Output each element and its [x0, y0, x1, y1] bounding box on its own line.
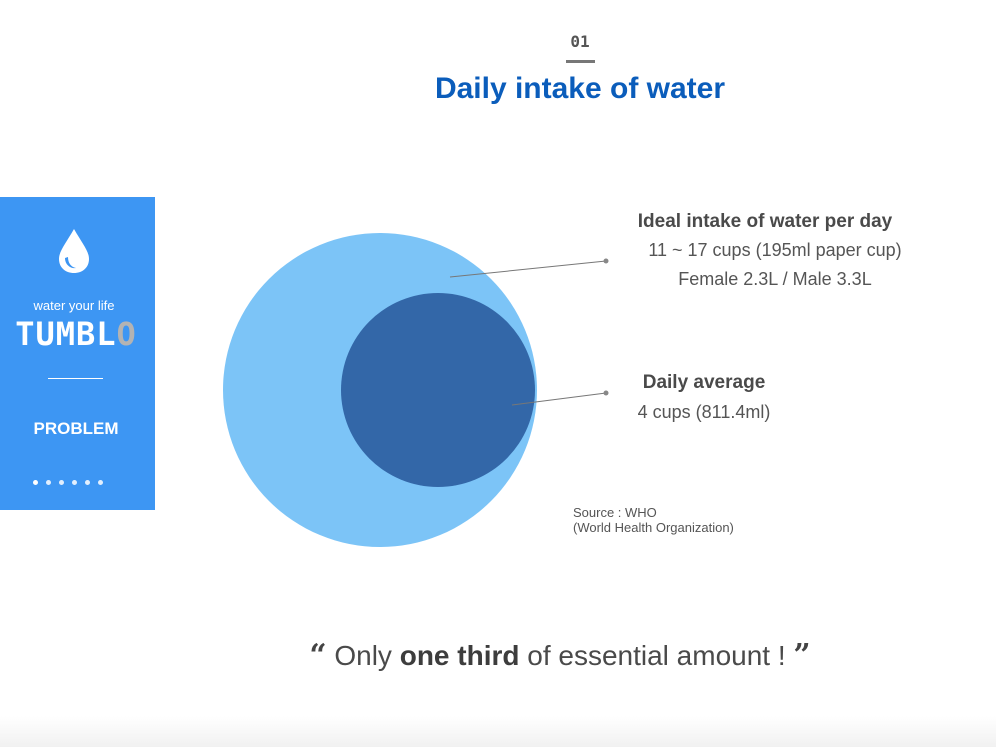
pagination-dot[interactable]	[59, 480, 64, 485]
page-title: Daily intake of water	[434, 72, 726, 105]
daily-average-leader-dot	[603, 390, 609, 396]
daily-average-circle	[341, 293, 535, 487]
open-quote-mark: “	[309, 638, 327, 673]
section-label: PROBLEM	[33, 419, 119, 438]
tagline: water your life	[33, 298, 115, 313]
source-line: Source : WHO	[573, 505, 657, 520]
pagination-dot[interactable]	[98, 480, 103, 485]
ideal-intake-cups: 11 ~ 17 cups (195ml paper cup)	[648, 240, 902, 260]
quote: “ Only one third of essential amount ! ”	[240, 638, 880, 673]
water-drop-icon	[59, 229, 89, 273]
daily-average-value: 4 cups (811.4ml)	[637, 402, 771, 422]
source-note: Source : WHO (World Health Organization)	[573, 505, 734, 535]
daily-average-leader-line	[511, 392, 607, 406]
panel-divider	[48, 378, 103, 379]
pagination-dot[interactable]	[85, 480, 90, 485]
pagination-dot[interactable]	[33, 480, 38, 485]
section-number: 01	[570, 32, 590, 51]
brand-logo-main: TUMBL	[15, 315, 117, 353]
ideal-intake-title: Ideal intake of water per day	[637, 211, 893, 232]
ideal-intake-leader-dot	[603, 258, 609, 264]
pagination-dot[interactable]	[46, 480, 51, 485]
brand-logo-last-letter: O	[116, 315, 137, 353]
pagination-dots	[33, 480, 103, 485]
section-number-underline	[566, 60, 595, 63]
quote-text-after: of essential amount !	[519, 640, 794, 671]
brand-logo: TUMBLO	[0, 315, 152, 353]
quote-emphasis: one third	[399, 640, 520, 671]
quote-text-before: Only	[326, 640, 400, 671]
sidebar-panel: water your life TUMBLO PROBLEM	[0, 197, 155, 510]
daily-average-title: Daily average	[642, 372, 766, 393]
ideal-intake-gender: Female 2.3L / Male 3.3L	[678, 269, 872, 289]
close-quote-mark: ”	[793, 638, 811, 673]
ideal-intake-leader-line	[449, 260, 607, 278]
source-organization: (World Health Organization)	[573, 520, 734, 535]
bottom-band	[0, 716, 996, 747]
pagination-dot[interactable]	[72, 480, 77, 485]
